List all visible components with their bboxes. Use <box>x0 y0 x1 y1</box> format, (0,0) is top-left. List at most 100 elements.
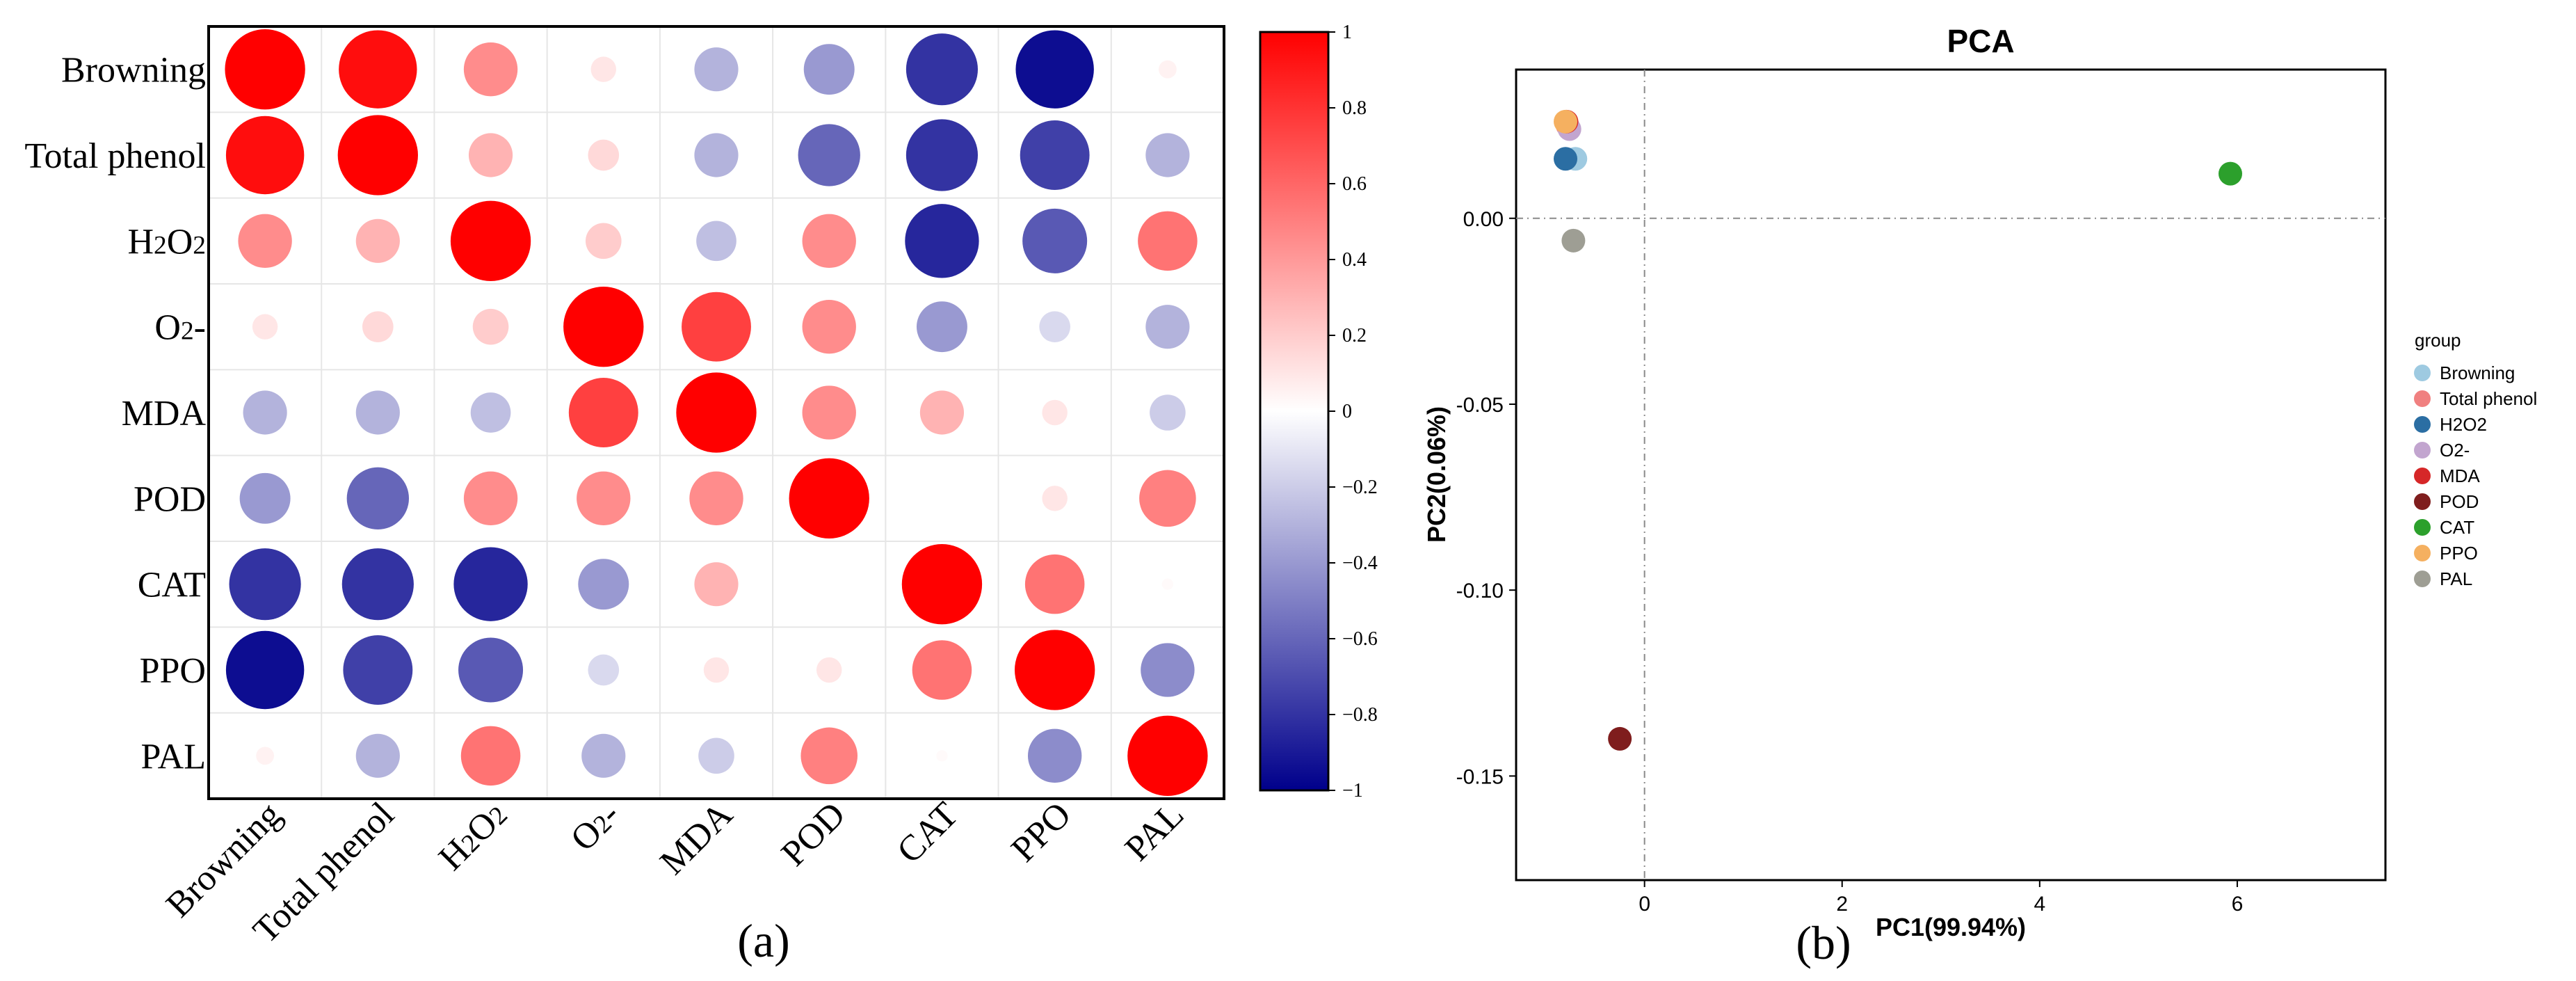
corr-cell-h2o2-mda <box>696 221 736 262</box>
colorbar-tick-label: 0.6 <box>1342 173 1367 195</box>
row-label-pod: POD <box>134 479 206 519</box>
legend-label-mda: MDA <box>2440 465 2480 486</box>
corr-cell-mda-mda <box>676 372 757 453</box>
colorbar-tick-label: −0.6 <box>1342 628 1378 650</box>
corr-cell-cat-total-phenol <box>341 548 414 621</box>
corr-cell-o2-total-phenol <box>362 311 394 343</box>
corr-cell-h2o2-cat <box>905 204 979 278</box>
legend-label-ppo: PPO <box>2440 543 2478 564</box>
corr-cell-pod-h2o2 <box>463 471 518 526</box>
pca-x-ticks: 0 2 4 6 <box>1639 880 2243 916</box>
corr-cell-mda-total-phenol <box>355 390 400 435</box>
corr-cell-pal-pod <box>800 727 858 785</box>
corr-cell-o2-pal <box>1145 305 1190 349</box>
corr-cell-browning-cat <box>905 33 979 106</box>
corr-cell-h2o2-browning <box>238 214 292 269</box>
corr-cell-pal-browning <box>256 747 275 765</box>
correlation-circles <box>225 29 1208 797</box>
colorbar-tick-label: 0.8 <box>1342 97 1367 119</box>
corr-cell-pal-h2o2 <box>460 726 521 786</box>
corr-cell-browning-pal <box>1158 60 1177 79</box>
row-label-o2: O2- <box>154 308 206 348</box>
pca-point-h2o2 <box>1554 147 1578 171</box>
corr-cell-pal-pal <box>1127 715 1208 797</box>
corr-cell-cat-pal <box>1161 578 1174 590</box>
corr-cell-ppo-h2o2 <box>458 637 524 703</box>
corr-cell-ppo-ppo <box>1015 630 1095 710</box>
corr-cell-pal-total-phenol <box>355 733 400 778</box>
legend-swatch-browning <box>2414 365 2431 381</box>
col-label-h2o2: H2O2 <box>431 795 515 878</box>
legend-label-h2o2: H2O2 <box>2440 414 2487 435</box>
colorbar-tick-label: −1 <box>1342 780 1363 801</box>
pca-y-tick-label: -0.05 <box>1456 394 1504 417</box>
col-label-pal: PAL <box>1118 795 1191 868</box>
pca-legend: group Browning Total phenol H2O2 O2- MDA POD C… <box>2414 330 2537 589</box>
corr-cell-pal-o2 <box>581 733 626 778</box>
pca-y-tick-label: -0.10 <box>1456 580 1504 603</box>
panel-label-a: (a) <box>737 914 789 967</box>
corr-cell-total-phenol-pal <box>1145 133 1190 177</box>
corr-cell-cat-ppo <box>1024 554 1085 614</box>
pca-reference-lines <box>1516 70 2385 880</box>
corr-cell-cat-cat <box>901 544 983 625</box>
pca-points <box>1554 109 2242 751</box>
pca-point-pod <box>1608 726 1632 751</box>
pca-x-tick-label: 0 <box>1639 893 1650 916</box>
corr-cell-pal-ppo <box>1027 728 1082 783</box>
legend-label-total-phenol: Total phenol <box>2440 388 2537 409</box>
colorbar-tick-label: 0.4 <box>1342 249 1367 271</box>
pca-panel: PCA 0 2 4 6 0.00 -0.05 -0.10 -0.15 PC1(99.94%)… <box>1422 23 2537 969</box>
colorbar-tick-label: −0.8 <box>1342 704 1378 726</box>
legend-title: group <box>2415 330 2461 351</box>
colorbar-tick-label: 0 <box>1342 401 1352 422</box>
legend-label-o2: O2- <box>2440 440 2470 461</box>
row-labels: Browning Total phenol H2O2 O2- MDA POD CAT PPO P… <box>24 51 206 777</box>
corr-cell-o2-cat <box>916 301 967 353</box>
legend-swatch-h2o2 <box>2414 416 2431 433</box>
colorbar-ticks: 1 0.8 0.6 0.4 0.2 0 −0.2 −0.4 −0.6 −0.8 −1 <box>1328 22 1378 801</box>
row-label-browning: Browning <box>61 51 206 90</box>
corr-cell-mda-browning <box>243 390 287 435</box>
correlation-grid <box>209 26 1224 799</box>
corr-cell-cat-mda <box>694 562 739 607</box>
corr-cell-o2-h2o2 <box>472 308 509 345</box>
colorbar-tick-label: −0.4 <box>1342 552 1378 574</box>
corr-cell-pod-pal <box>1139 470 1196 527</box>
corr-cell-h2o2-ppo <box>1022 208 1088 273</box>
row-label-mda: MDA <box>122 394 207 433</box>
corr-cell-ppo-pod <box>816 657 842 683</box>
legend-swatch-pal <box>2414 571 2431 587</box>
correlation-panel: Browning Total phenol H2O2 O2- MDA POD CAT PPO P… <box>24 22 1377 967</box>
pca-point-ppo <box>1554 109 1578 134</box>
legend-swatch-ppo <box>2414 545 2431 561</box>
corr-cell-o2-ppo <box>1039 311 1071 343</box>
corr-cell-pod-pod <box>789 458 869 539</box>
corr-cell-pod-o2 <box>577 471 631 526</box>
legend-label-pod: POD <box>2440 491 2479 512</box>
corr-cell-h2o2-total-phenol <box>355 218 400 263</box>
pca-y-ticks: 0.00 -0.05 -0.10 -0.15 <box>1456 208 1516 788</box>
legend-label-cat: CAT <box>2440 517 2474 538</box>
corr-cell-browning-browning <box>225 29 305 110</box>
corr-cell-h2o2-o2 <box>585 223 622 260</box>
colorbar-tick-label: −0.2 <box>1342 477 1378 498</box>
corr-cell-mda-pal <box>1150 394 1186 431</box>
panel-label-b: (b) <box>1796 916 1851 969</box>
corr-cell-browning-total-phenol <box>339 30 417 109</box>
corr-cell-o2-mda <box>682 292 751 362</box>
corr-cell-ppo-pal <box>1141 643 1195 697</box>
corr-cell-browning-ppo <box>1015 30 1094 109</box>
legend-swatch-cat <box>2414 519 2431 536</box>
colorbar-tick-label: 0.2 <box>1342 325 1367 346</box>
corr-cell-mda-h2o2 <box>470 392 511 433</box>
legend-label-pal: PAL <box>2440 568 2472 589</box>
corr-cell-pod-total-phenol <box>346 467 410 530</box>
col-label-o2: O2- <box>563 795 627 859</box>
corr-cell-mda-cat <box>919 390 965 435</box>
corr-cell-browning-o2 <box>590 56 617 82</box>
col-label-cat: CAT <box>889 795 966 871</box>
corr-cell-total-phenol-o2 <box>588 139 620 171</box>
pca-x-tick-label: 4 <box>2034 893 2045 916</box>
